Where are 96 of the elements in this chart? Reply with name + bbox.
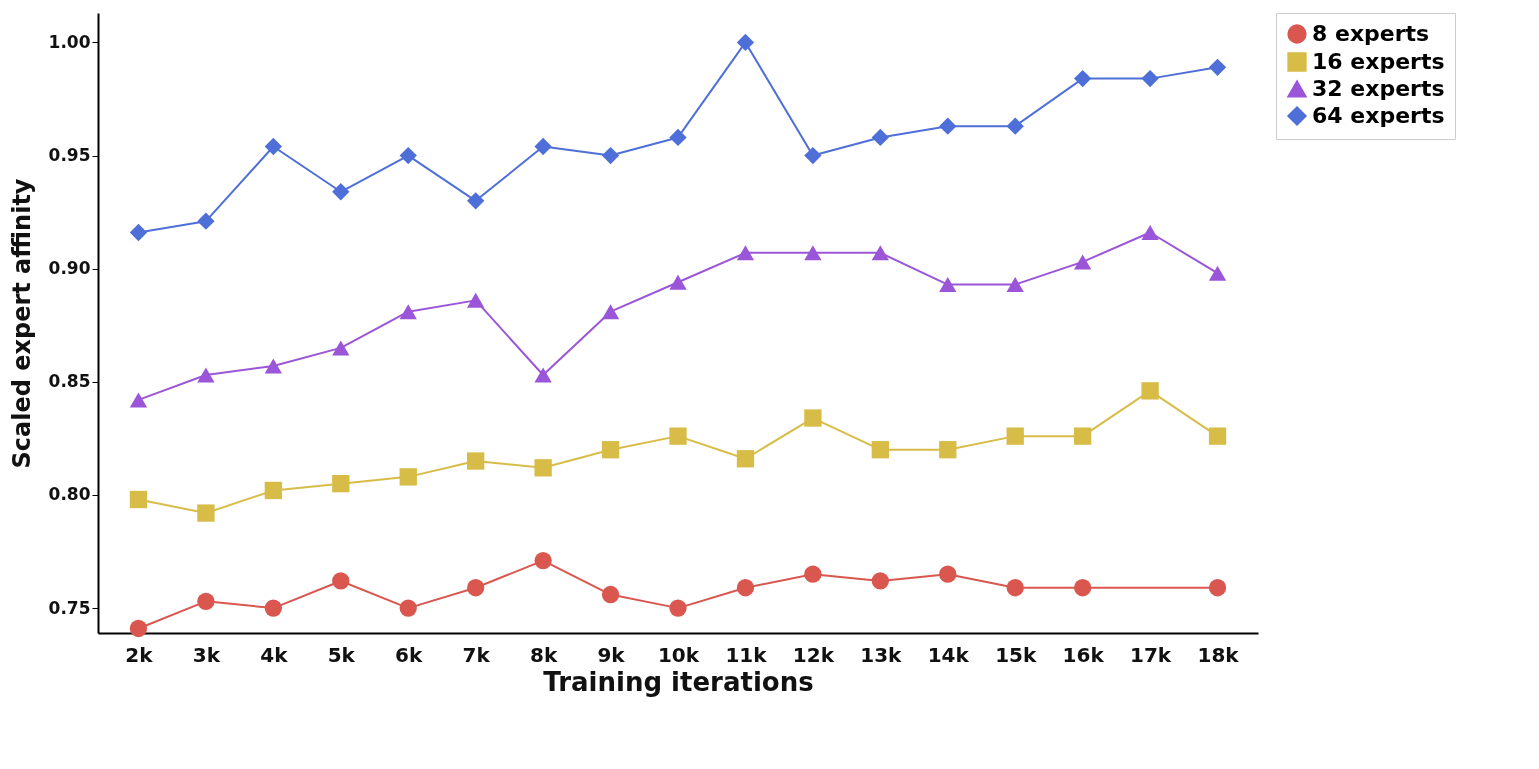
x-tick-label: 3k bbox=[192, 642, 221, 667]
point bbox=[1073, 427, 1092, 445]
x-tick-label: 6k bbox=[395, 642, 424, 667]
y-axis-title: Scaled expert affinity bbox=[7, 178, 36, 469]
point bbox=[534, 551, 552, 570]
point bbox=[534, 367, 552, 383]
point bbox=[1006, 117, 1024, 135]
point bbox=[1073, 254, 1092, 270]
x-tick-label: 5k bbox=[327, 642, 356, 667]
point bbox=[1073, 579, 1092, 597]
point bbox=[1208, 427, 1227, 445]
point bbox=[129, 619, 148, 638]
x-tick-label: 7k bbox=[462, 642, 491, 667]
point bbox=[1208, 265, 1227, 281]
x-tick-label: 17k bbox=[1130, 642, 1172, 667]
y-tick-label: 0.90 bbox=[48, 258, 91, 279]
point bbox=[197, 212, 215, 230]
point bbox=[129, 490, 148, 509]
point bbox=[669, 427, 687, 445]
point bbox=[264, 358, 283, 374]
point bbox=[332, 475, 350, 493]
point bbox=[736, 450, 755, 468]
x-tick-label: 4k bbox=[260, 642, 289, 667]
point bbox=[939, 117, 957, 135]
x-tick-label: 15k bbox=[995, 642, 1037, 667]
point bbox=[804, 146, 822, 165]
point bbox=[1073, 69, 1092, 88]
point bbox=[399, 599, 417, 617]
point bbox=[399, 304, 417, 320]
point bbox=[736, 245, 755, 261]
point bbox=[804, 245, 822, 261]
point bbox=[1141, 224, 1159, 240]
point bbox=[871, 245, 889, 261]
point bbox=[1208, 579, 1227, 597]
point bbox=[1141, 382, 1159, 400]
x-tick-label: 13k bbox=[860, 642, 903, 667]
point bbox=[871, 441, 889, 459]
point bbox=[467, 192, 485, 210]
point bbox=[1006, 427, 1024, 445]
legend-label: 32 experts bbox=[1312, 76, 1445, 101]
point bbox=[332, 572, 350, 590]
point bbox=[197, 592, 215, 610]
x-tick-label: 10k bbox=[657, 642, 700, 667]
point bbox=[399, 468, 417, 486]
point bbox=[601, 304, 620, 320]
point bbox=[601, 441, 620, 459]
point bbox=[129, 392, 148, 408]
point bbox=[804, 565, 822, 583]
x-tick-label: 16k bbox=[1062, 642, 1105, 667]
point bbox=[129, 223, 148, 242]
legend-label: 8 experts bbox=[1312, 21, 1430, 46]
point bbox=[467, 579, 485, 597]
point bbox=[197, 367, 215, 383]
y-tick-label: 0.95 bbox=[48, 145, 91, 166]
point bbox=[534, 137, 552, 156]
point bbox=[1006, 579, 1024, 597]
point bbox=[669, 128, 687, 147]
point bbox=[264, 599, 283, 617]
point bbox=[1006, 277, 1024, 293]
point bbox=[939, 277, 957, 293]
x-tick-label: 14k bbox=[927, 642, 970, 667]
y-tick-label: 1.00 bbox=[48, 31, 91, 52]
point bbox=[736, 33, 755, 52]
point bbox=[939, 441, 957, 459]
x-tick-label: 18k bbox=[1197, 642, 1240, 667]
y-tick-label: 0.80 bbox=[48, 484, 91, 505]
point bbox=[197, 504, 215, 522]
legend-label: 16 experts bbox=[1312, 49, 1445, 74]
point bbox=[332, 340, 350, 356]
point bbox=[939, 565, 957, 583]
point bbox=[601, 585, 620, 604]
point bbox=[804, 409, 822, 427]
point bbox=[399, 146, 417, 165]
legend-label: 64 experts bbox=[1312, 103, 1445, 128]
point bbox=[669, 274, 687, 290]
point bbox=[467, 452, 485, 470]
point bbox=[871, 128, 889, 147]
point bbox=[264, 481, 283, 500]
x-tick-label: 12k bbox=[792, 642, 835, 667]
point bbox=[601, 146, 620, 165]
x-axis-title: Training iterations bbox=[543, 666, 814, 697]
x-tick-label: 9k bbox=[597, 642, 626, 667]
point bbox=[736, 579, 755, 597]
y-tick-label: 0.75 bbox=[48, 597, 91, 618]
point bbox=[332, 183, 350, 201]
y-tick-label: 0.85 bbox=[48, 371, 91, 392]
x-tick-label: 2k bbox=[125, 642, 154, 667]
point bbox=[1141, 69, 1159, 88]
x-tick-label: 11k bbox=[725, 642, 768, 667]
point bbox=[534, 459, 552, 477]
point bbox=[669, 599, 687, 617]
point bbox=[467, 292, 485, 308]
point bbox=[871, 572, 889, 590]
point bbox=[264, 137, 283, 156]
point bbox=[1208, 58, 1227, 76]
x-tick-label: 8k bbox=[530, 642, 558, 667]
